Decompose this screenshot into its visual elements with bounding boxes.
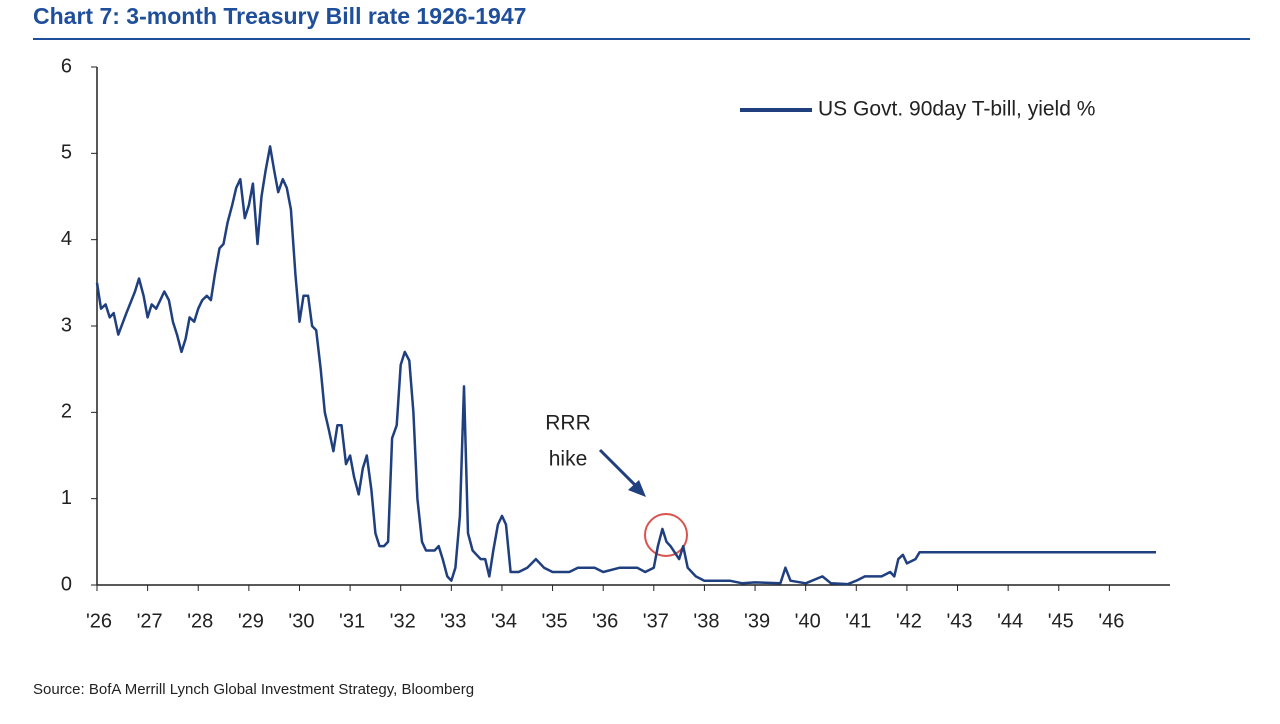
x-tick-label: '40 [795,610,821,632]
annotation: hike [549,448,588,471]
x-tick-label: '26 [86,610,112,632]
y-tick-label: 0 [61,573,72,595]
y-tick-label: 4 [61,228,72,250]
annotation-arrowhead [628,480,646,497]
y-tick-label: 3 [61,314,72,336]
x-tick-label: '41 [845,610,871,632]
x-tick-label: '43 [946,610,972,632]
x-tick-label: '45 [1048,610,1074,632]
highlight-circle [644,513,688,557]
x-tick-label: '28 [187,610,213,632]
annotation: RRR [545,412,591,435]
x-tick-label: '27 [137,610,163,632]
chart-title: Chart 7: 3-month Treasury Bill rate 1926… [33,3,526,29]
x-tick-label: '33 [440,610,466,632]
y-tick-label: 6 [61,55,72,77]
x-tick-label: '36 [592,610,618,632]
y-tick-label: 5 [61,142,72,164]
x-tick-label: '34 [491,610,517,632]
x-tick-label: '32 [390,610,416,632]
annotation-arrow [598,448,642,492]
source-note: Source: BofA Merrill Lynch Global Invest… [33,681,474,698]
y-tick-label: 1 [61,487,72,509]
y-tick-label: 2 [61,401,72,423]
x-tick-label: '30 [288,610,314,632]
x-tick-label: '39 [744,610,770,632]
x-tick-label: '31 [339,610,365,632]
legend-label: US Govt. 90day T-bill, yield % [818,98,1095,121]
x-tick-label: '37 [643,610,669,632]
x-tick-label: '44 [997,610,1023,632]
x-tick-label: '42 [896,610,922,632]
x-tick-label: '35 [542,610,568,632]
x-tick-label: '29 [238,610,264,632]
x-tick-label: '38 [693,610,719,632]
x-tick-label: '46 [1098,610,1124,632]
data-line [95,145,1156,586]
